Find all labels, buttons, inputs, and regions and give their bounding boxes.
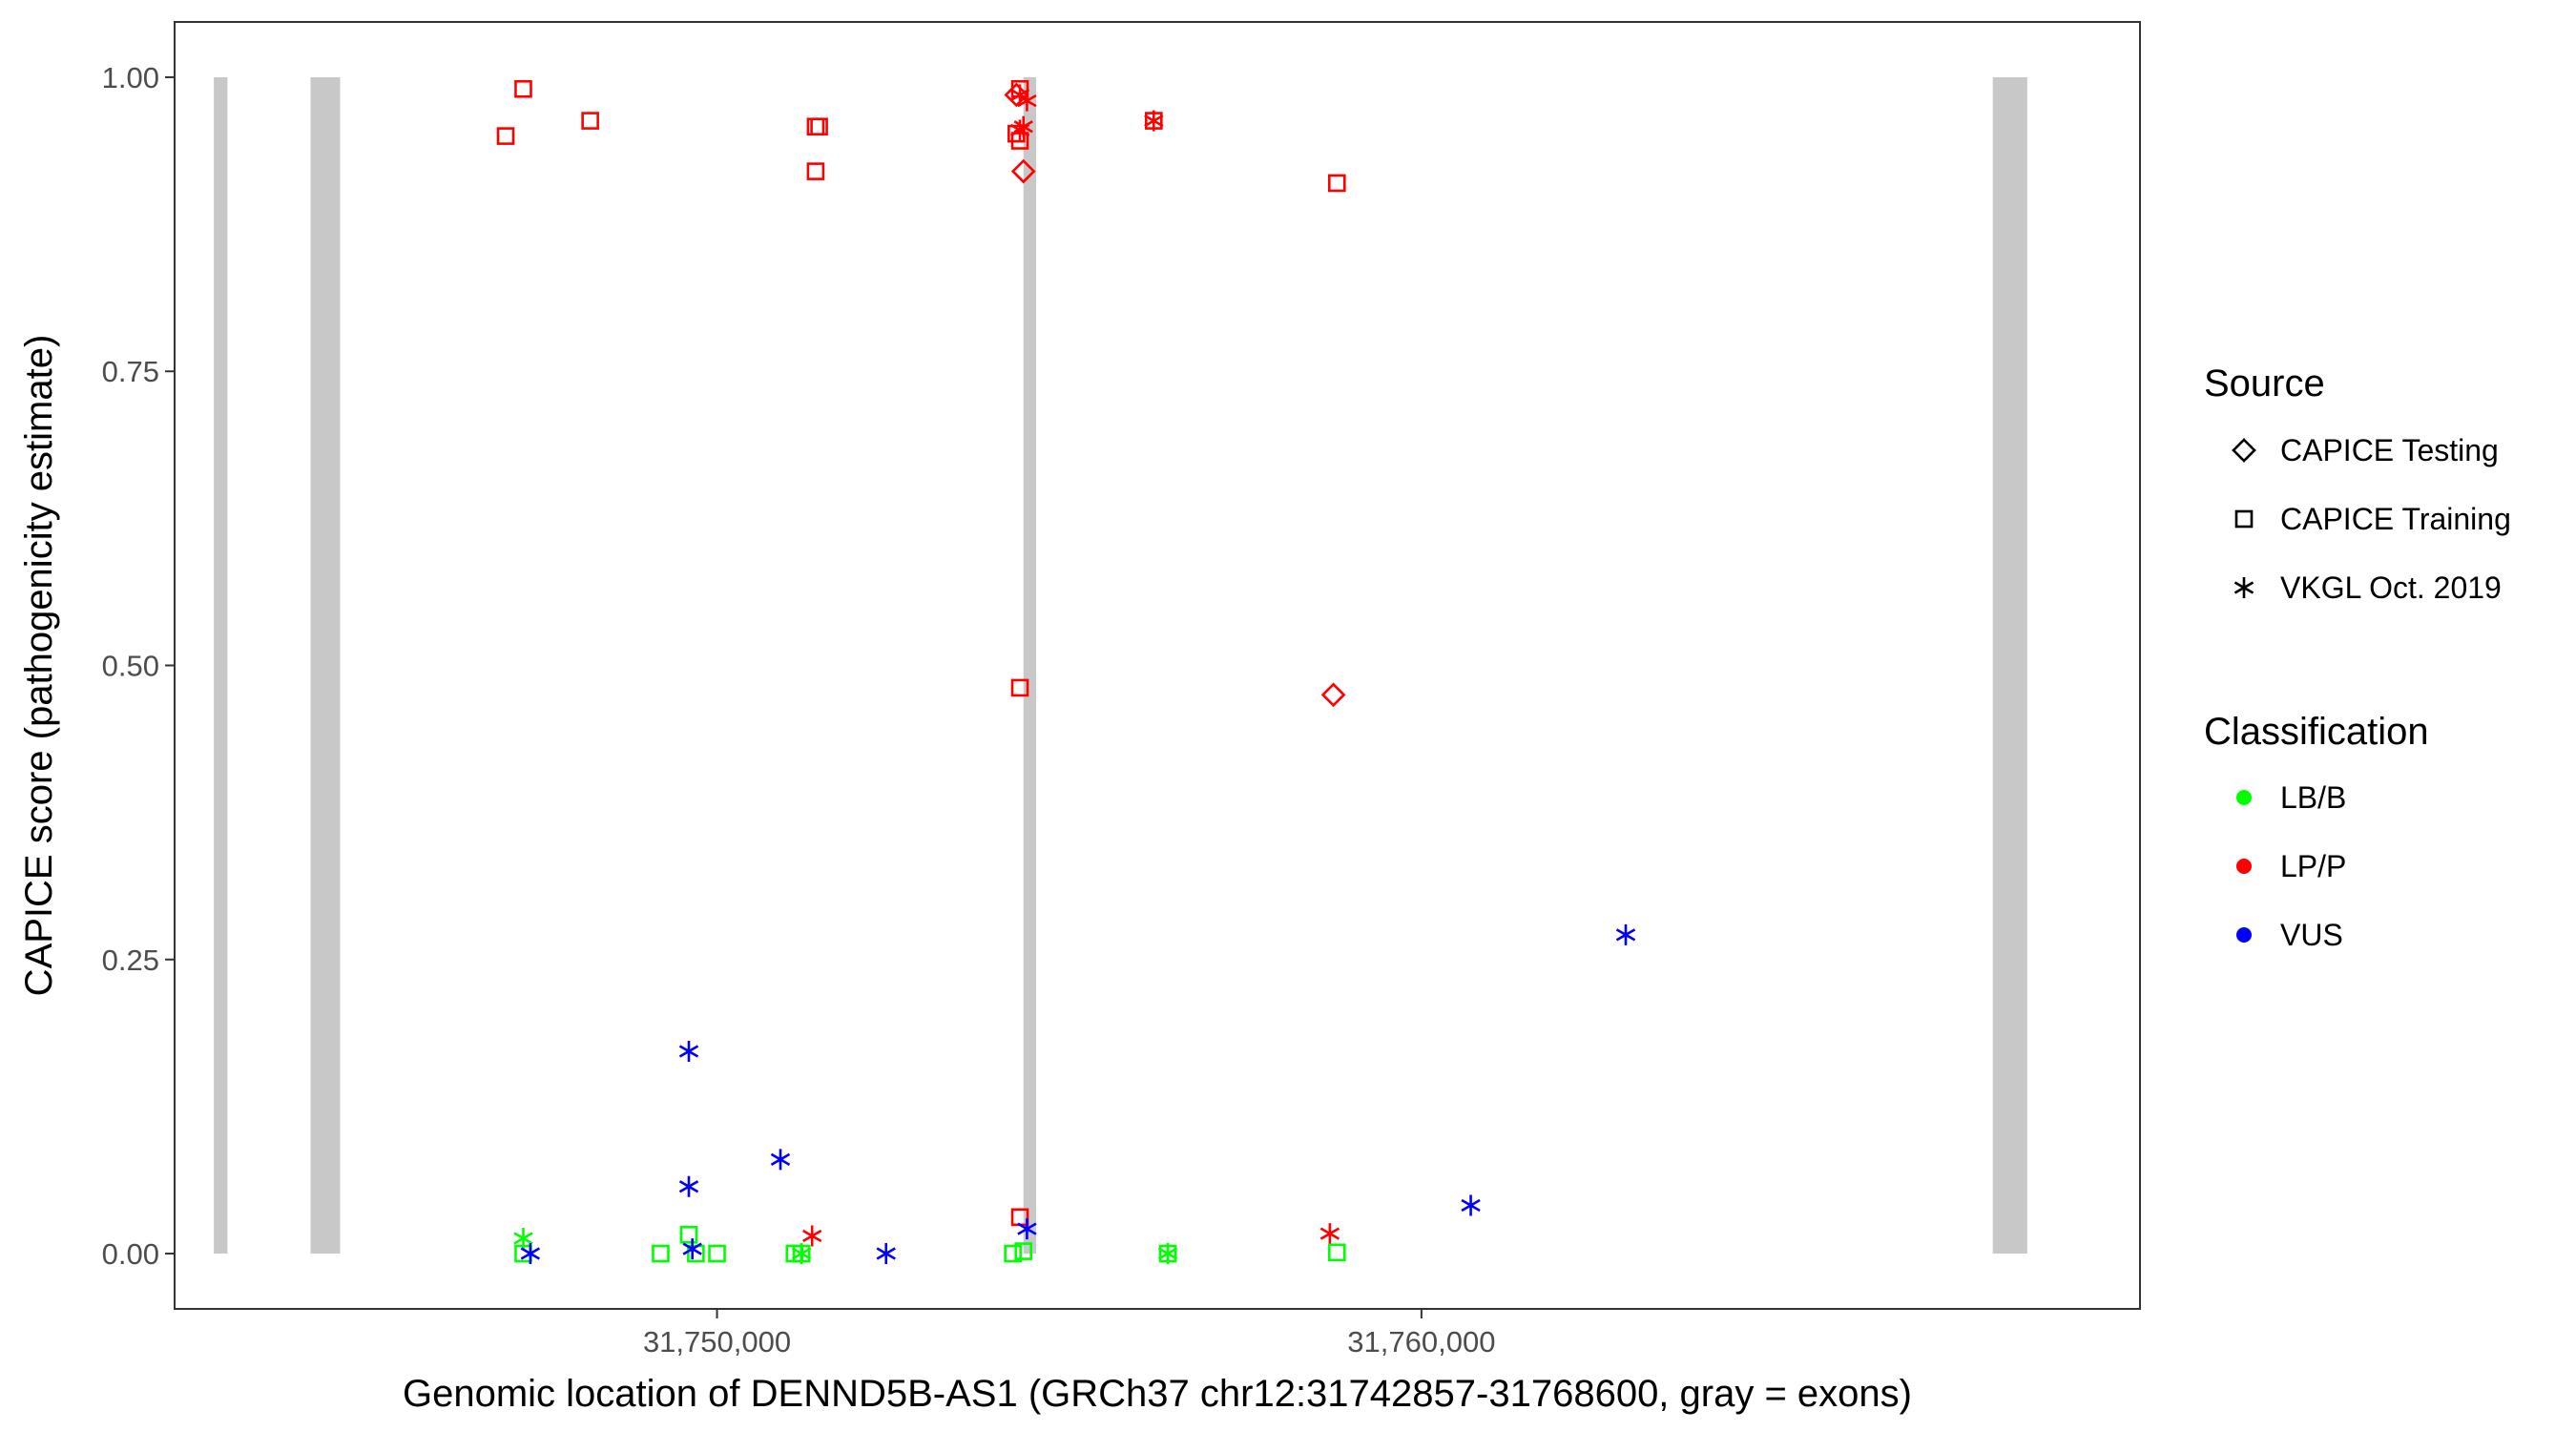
data-point bbox=[514, 79, 532, 98]
legend-label: VUS bbox=[2280, 918, 2343, 952]
legend-item: LB/B bbox=[2236, 780, 2346, 815]
y-tick-label: 0.75 bbox=[102, 355, 159, 388]
y-tick-label: 0.50 bbox=[102, 650, 159, 683]
data-point bbox=[496, 127, 515, 145]
plot-panel-border bbox=[174, 21, 2141, 1310]
legend-label: LP/P bbox=[2280, 849, 2346, 883]
legend-key-asterisk bbox=[2233, 577, 2254, 598]
legend-label: VKGL Oct. 2019 bbox=[2280, 570, 2502, 605]
data-point bbox=[1320, 682, 1346, 708]
legend-item: CAPICE Testing bbox=[2232, 433, 2499, 467]
x-tick-label: 31,750,000 bbox=[643, 1325, 791, 1358]
y-axis-label: CAPICE score (pathogenicity estimate) bbox=[18, 335, 60, 997]
exon-band bbox=[310, 76, 341, 1255]
exon-bands bbox=[214, 76, 2027, 1255]
data-point bbox=[1319, 1223, 1340, 1245]
data-point bbox=[513, 1228, 533, 1250]
data-point bbox=[791, 1243, 812, 1265]
exon-band bbox=[214, 76, 228, 1255]
data-point bbox=[806, 162, 825, 180]
exon-band bbox=[1023, 76, 1037, 1255]
data-point bbox=[770, 1149, 791, 1171]
data-point bbox=[678, 1175, 699, 1197]
x-tick-label: 31,760,000 bbox=[1347, 1325, 1495, 1358]
legend-key-square bbox=[2234, 509, 2254, 529]
data-point bbox=[581, 112, 599, 130]
data-point bbox=[1013, 115, 1033, 137]
legend-label: CAPICE Testing bbox=[2280, 433, 2499, 467]
data-point bbox=[1004, 82, 1029, 108]
data-point bbox=[520, 1243, 541, 1265]
data-point bbox=[1615, 923, 1636, 945]
legend-title: Classification bbox=[2204, 711, 2429, 753]
data-point bbox=[802, 1225, 822, 1247]
legend-title: Source bbox=[2204, 363, 2325, 404]
x-axis: 31,750,000 31,760,000 bbox=[643, 1309, 1495, 1358]
data-point bbox=[1144, 110, 1164, 132]
legend-label: LB/B bbox=[2280, 780, 2346, 815]
data-point bbox=[1017, 90, 1037, 112]
legend-item: VUS bbox=[2236, 918, 2343, 952]
legends: Source CAPICE Testing CAPICE Training VKGL … bbox=[2204, 363, 2511, 952]
data-point bbox=[1004, 1244, 1022, 1263]
data-point bbox=[652, 1244, 670, 1263]
legend-classification: Classification LB/B LP/P VUS bbox=[2204, 711, 2429, 952]
y-tick-label: 0.00 bbox=[102, 1237, 159, 1271]
exon-band bbox=[1992, 76, 2027, 1255]
data-point bbox=[678, 1040, 699, 1062]
legend-item: CAPICE Training bbox=[2234, 502, 2511, 536]
data-point bbox=[810, 117, 828, 136]
x-axis-label: Genomic location of DENND5B-AS1 (GRCh37 … bbox=[403, 1373, 1912, 1415]
data-point bbox=[679, 1226, 698, 1244]
y-axis: 0.00 0.25 0.50 0.75 1.00 bbox=[102, 61, 175, 1271]
data-point bbox=[708, 1244, 726, 1263]
data-point bbox=[876, 1243, 896, 1265]
legend-label: CAPICE Training bbox=[2280, 502, 2511, 536]
legend-key-dot bbox=[2236, 790, 2252, 805]
data-point bbox=[1327, 1243, 1346, 1262]
data-point bbox=[1461, 1194, 1481, 1216]
y-tick-label: 0.25 bbox=[102, 944, 159, 977]
legend-key-dot bbox=[2236, 927, 2252, 943]
data-point bbox=[1157, 1243, 1178, 1265]
data-point bbox=[1010, 158, 1036, 184]
data-point bbox=[1009, 119, 1030, 141]
data-point bbox=[1327, 174, 1346, 193]
legend-source: Source CAPICE Testing CAPICE Training VKGL … bbox=[2204, 363, 2511, 605]
legend-item: VKGL Oct. 2019 bbox=[2233, 570, 2502, 605]
data-point bbox=[1010, 678, 1029, 697]
legend-item: LP/P bbox=[2236, 849, 2346, 883]
legend-key-diamond bbox=[2232, 438, 2256, 463]
legend-key-dot bbox=[2236, 859, 2252, 874]
y-tick-label: 1.00 bbox=[102, 61, 159, 94]
data-points bbox=[496, 79, 1636, 1265]
data-point bbox=[682, 1238, 702, 1260]
data-point bbox=[1014, 1242, 1033, 1260]
data-point bbox=[1017, 1218, 1037, 1240]
